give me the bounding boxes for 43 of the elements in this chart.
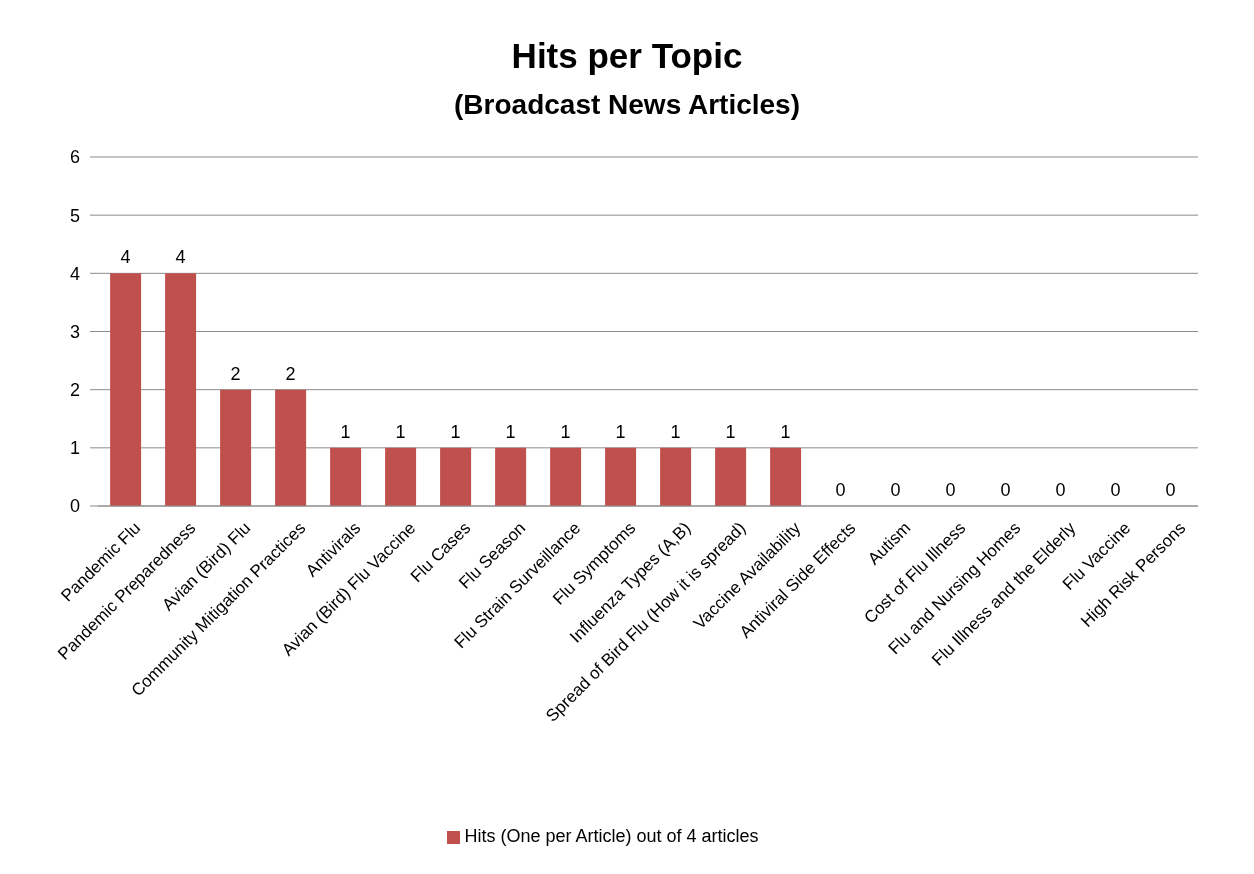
data-label: 4 xyxy=(175,247,186,268)
data-label: 0 xyxy=(1055,480,1066,500)
data-label: 1 xyxy=(340,421,351,442)
chart-title: Hits per Topic xyxy=(510,35,744,76)
bar xyxy=(715,447,747,506)
data-label: 1 xyxy=(450,421,461,442)
y-tick-label: 6 xyxy=(69,147,80,168)
bar xyxy=(110,273,142,506)
bar xyxy=(275,389,307,506)
bar xyxy=(495,447,527,506)
data-label: 1 xyxy=(670,421,681,442)
data-label: 1 xyxy=(505,421,516,442)
data-label: 1 xyxy=(615,421,626,442)
y-tick-label: 5 xyxy=(69,205,80,226)
chart-subtitle: (Broadcast News Articles) xyxy=(453,88,801,122)
data-label: 1 xyxy=(395,421,406,442)
y-tick-label: 1 xyxy=(69,438,80,459)
data-label: 2 xyxy=(230,363,241,384)
y-tick-label: 2 xyxy=(69,380,80,401)
data-label: 4 xyxy=(120,247,131,268)
bar xyxy=(440,447,472,506)
data-label: 0 xyxy=(945,480,956,500)
bar xyxy=(330,447,362,506)
bar xyxy=(605,447,637,506)
legend-label: Hits (One per Article) out of 4 articles xyxy=(464,826,759,846)
data-label: 1 xyxy=(725,421,736,442)
bar xyxy=(550,447,582,506)
bar xyxy=(220,389,252,506)
bar xyxy=(660,447,692,506)
data-label: 0 xyxy=(1165,480,1176,500)
data-label: 1 xyxy=(780,421,791,442)
bar xyxy=(385,447,417,506)
bar xyxy=(770,447,802,506)
data-label: 0 xyxy=(835,480,846,500)
bar xyxy=(165,273,197,506)
y-tick-label: 4 xyxy=(69,263,80,284)
data-label: 0 xyxy=(1110,480,1121,500)
data-label: 2 xyxy=(285,363,296,384)
y-tick-label: 3 xyxy=(69,321,80,342)
data-label: 0 xyxy=(890,480,901,500)
data-label: 0 xyxy=(1000,480,1011,500)
data-label: 1 xyxy=(560,421,571,442)
y-tick-label: 0 xyxy=(69,496,80,517)
